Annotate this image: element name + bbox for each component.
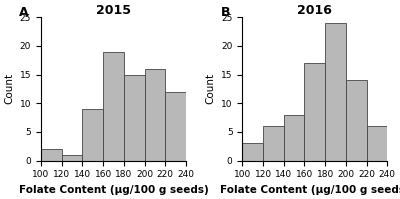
Y-axis label: Count: Count: [206, 73, 216, 104]
Text: A: A: [19, 6, 29, 19]
Bar: [165, 92, 186, 161]
Bar: [325, 23, 346, 161]
Bar: [367, 126, 387, 161]
Title: 2016: 2016: [297, 4, 332, 17]
Bar: [144, 69, 165, 161]
Bar: [304, 63, 325, 161]
Bar: [103, 52, 124, 161]
Bar: [82, 109, 103, 161]
Bar: [242, 143, 263, 161]
Title: 2015: 2015: [96, 4, 131, 17]
Bar: [263, 126, 284, 161]
X-axis label: Folate Content (μg/100 g seeds): Folate Content (μg/100 g seeds): [220, 185, 400, 195]
Bar: [124, 74, 144, 161]
Bar: [346, 80, 367, 161]
Text: B: B: [220, 6, 230, 19]
X-axis label: Folate Content (μg/100 g seeds): Folate Content (μg/100 g seeds): [18, 185, 208, 195]
Bar: [41, 149, 62, 161]
Bar: [62, 155, 82, 161]
Y-axis label: Count: Count: [4, 73, 14, 104]
Bar: [284, 115, 304, 161]
